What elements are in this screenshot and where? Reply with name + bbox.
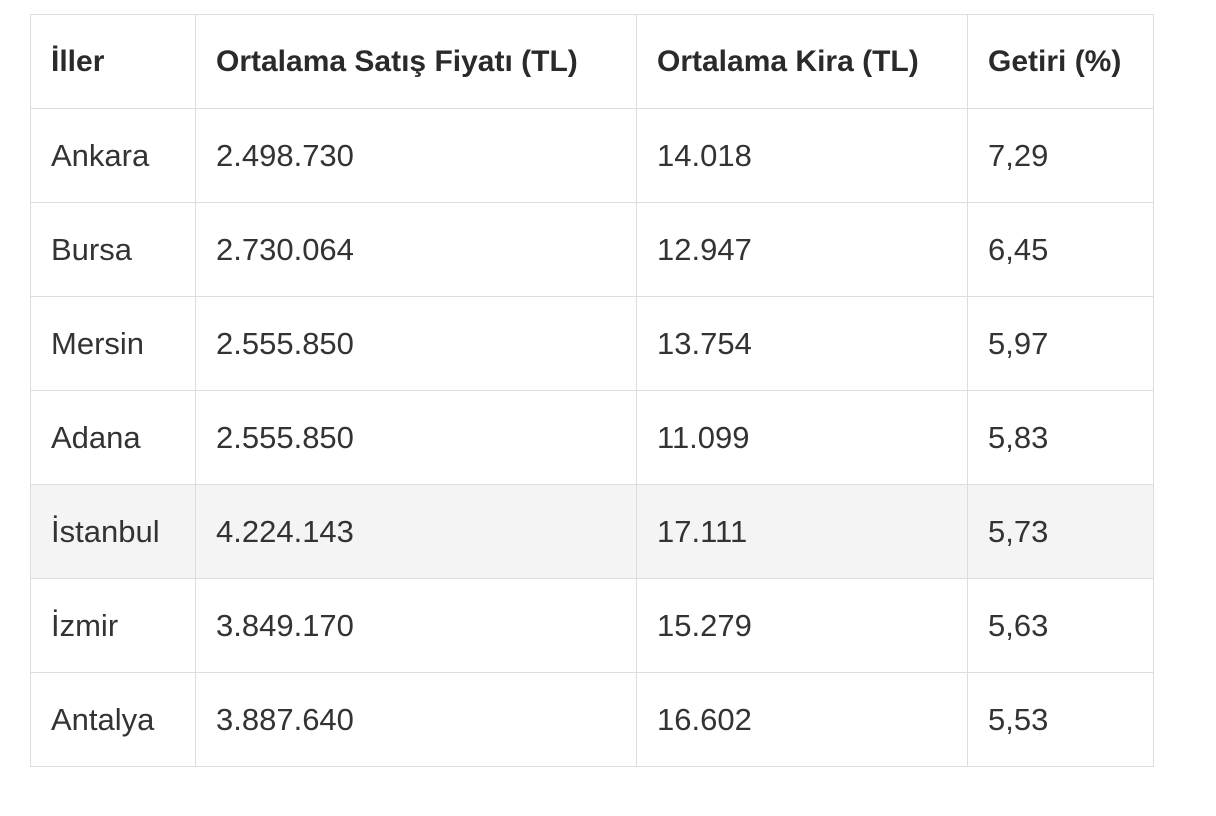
cell-yield: 5,63 xyxy=(967,578,1154,673)
table-row-highlighted: İstanbul 4.224.143 17.111 5,73 xyxy=(30,484,1154,579)
header-city: İller xyxy=(30,14,196,109)
cell-sale-price: 4.224.143 xyxy=(195,484,637,579)
cell-city: Adana xyxy=(30,390,196,485)
cell-sale-price: 2.498.730 xyxy=(195,108,637,203)
rental-yield-table: İller Ortalama Satış Fiyatı (TL) Ortalam… xyxy=(30,14,1154,767)
cell-yield: 7,29 xyxy=(967,108,1154,203)
header-average-sale-price: Ortalama Satış Fiyatı (TL) xyxy=(195,14,637,109)
cell-city: Mersin xyxy=(30,296,196,391)
table-row: Antalya 3.887.640 16.602 5,53 xyxy=(30,672,1154,767)
cell-rent: 15.279 xyxy=(636,578,968,673)
cell-city: Bursa xyxy=(30,202,196,297)
cell-city: İstanbul xyxy=(30,484,196,579)
table-row: Bursa 2.730.064 12.947 6,45 xyxy=(30,202,1154,297)
cell-yield: 6,45 xyxy=(967,202,1154,297)
cell-rent: 12.947 xyxy=(636,202,968,297)
cell-sale-price: 2.555.850 xyxy=(195,296,637,391)
cell-rent: 14.018 xyxy=(636,108,968,203)
cell-city: İzmir xyxy=(30,578,196,673)
cell-yield: 5,73 xyxy=(967,484,1154,579)
cell-rent: 17.111 xyxy=(636,484,968,579)
cell-yield: 5,97 xyxy=(967,296,1154,391)
table-row: İzmir 3.849.170 15.279 5,63 xyxy=(30,578,1154,673)
cell-sale-price: 3.849.170 xyxy=(195,578,637,673)
cell-rent: 11.099 xyxy=(636,390,968,485)
cell-yield: 5,53 xyxy=(967,672,1154,767)
cell-sale-price: 2.730.064 xyxy=(195,202,637,297)
table-row: Mersin 2.555.850 13.754 5,97 xyxy=(30,296,1154,391)
table-row: Adana 2.555.850 11.099 5,83 xyxy=(30,390,1154,485)
cell-sale-price: 3.887.640 xyxy=(195,672,637,767)
table-row: Ankara 2.498.730 14.018 7,29 xyxy=(30,108,1154,203)
cell-rent: 16.602 xyxy=(636,672,968,767)
cell-rent: 13.754 xyxy=(636,296,968,391)
cell-sale-price: 2.555.850 xyxy=(195,390,637,485)
header-yield: Getiri (%) xyxy=(967,14,1154,109)
table-header-row: İller Ortalama Satış Fiyatı (TL) Ortalam… xyxy=(30,14,1154,109)
header-average-rent: Ortalama Kira (TL) xyxy=(636,14,968,109)
cell-city: Antalya xyxy=(30,672,196,767)
cell-yield: 5,83 xyxy=(967,390,1154,485)
cell-city: Ankara xyxy=(30,108,196,203)
